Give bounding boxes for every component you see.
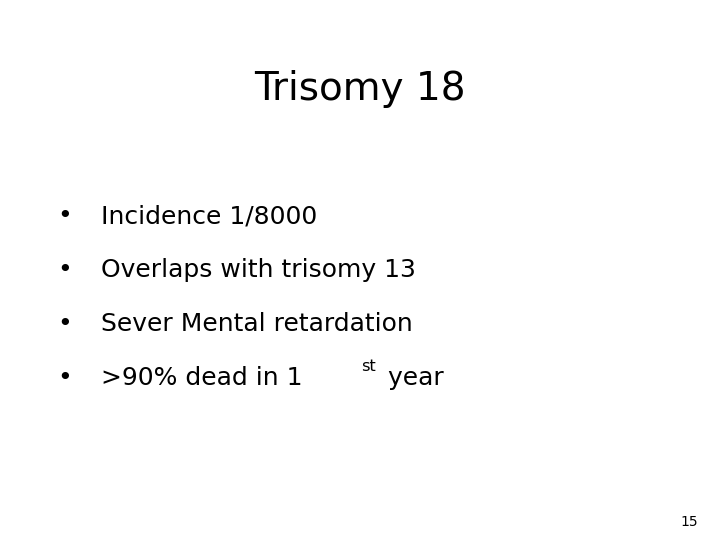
Text: •: • (58, 258, 72, 282)
Text: •: • (58, 204, 72, 228)
Text: Incidence 1/8000: Incidence 1/8000 (101, 204, 317, 228)
Text: •: • (58, 366, 72, 390)
Text: st: st (361, 359, 376, 374)
Text: year: year (380, 366, 444, 390)
Text: Trisomy 18: Trisomy 18 (254, 70, 466, 108)
Text: >90% dead in 1: >90% dead in 1 (101, 366, 302, 390)
Text: Sever Mental retardation: Sever Mental retardation (101, 312, 413, 336)
Text: Overlaps with trisomy 13: Overlaps with trisomy 13 (101, 258, 415, 282)
Text: 15: 15 (681, 515, 698, 529)
Text: •: • (58, 312, 72, 336)
